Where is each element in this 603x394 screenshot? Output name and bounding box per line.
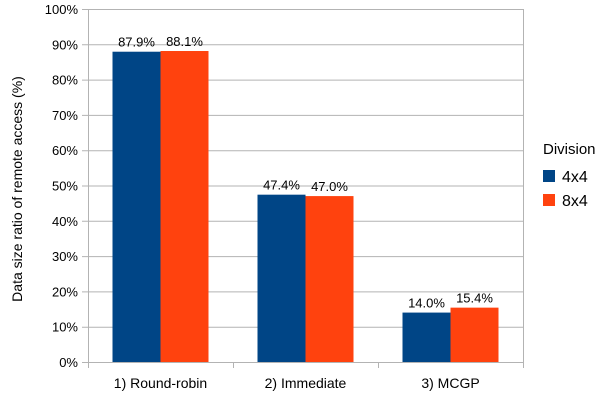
- y-tick-label: 80%: [52, 73, 78, 88]
- y-tick-label: 90%: [52, 37, 78, 52]
- data-label: 14.0%: [408, 296, 445, 311]
- y-axis-ticks: 0% 10% 20% 30% 40% 50% 60% 70% 80% 90% 100%: [45, 2, 79, 370]
- bar-8x4-0: [160, 51, 209, 363]
- y-tick-label: 40%: [52, 214, 78, 229]
- y-tick-label: 30%: [52, 249, 78, 264]
- data-label: 88.1%: [166, 34, 203, 49]
- x-category-label: 3) MCGP: [421, 375, 479, 391]
- bar-8x4-2: [450, 307, 499, 362]
- x-category-label: 2) Immediate: [265, 375, 347, 391]
- bars: [112, 51, 499, 363]
- legend-swatch-8x4: [543, 194, 555, 206]
- y-tick-label: 10%: [52, 320, 78, 335]
- x-category-label: 1) Round-robin: [114, 375, 207, 391]
- y-tick-label: 100%: [45, 2, 79, 17]
- data-label: 47.4%: [263, 178, 300, 193]
- legend-label-4x4: 4x4: [562, 169, 588, 186]
- data-label: 15.4%: [456, 291, 493, 306]
- bar-4x4-2: [402, 312, 451, 362]
- y-axis-label: Data size ratio of remote access (%): [9, 76, 25, 302]
- data-label: 47.0%: [311, 179, 348, 194]
- bar-8x4-1: [305, 196, 354, 362]
- legend-label-8x4: 8x4: [562, 193, 588, 210]
- legend-swatch-4x4: [543, 170, 555, 182]
- data-label: 87.9%: [118, 35, 155, 50]
- legend-title: Division: [543, 141, 596, 158]
- bar-4x4-1: [257, 194, 306, 362]
- y-tick-label: 60%: [52, 143, 78, 158]
- data-labels: 87.9% 88.1% 47.4% 47.0% 14.0% 15.4%: [118, 34, 493, 311]
- x-axis-categories: 1) Round-robin 2) Immediate 3) MCGP: [114, 375, 480, 391]
- bar-4x4-0: [112, 51, 161, 362]
- y-tick-label: 0%: [59, 355, 78, 370]
- legend: Division 4x4 8x4: [543, 141, 596, 210]
- y-tick-label: 50%: [52, 179, 78, 194]
- y-tick-label: 70%: [52, 108, 78, 123]
- y-tick-label: 20%: [52, 284, 78, 299]
